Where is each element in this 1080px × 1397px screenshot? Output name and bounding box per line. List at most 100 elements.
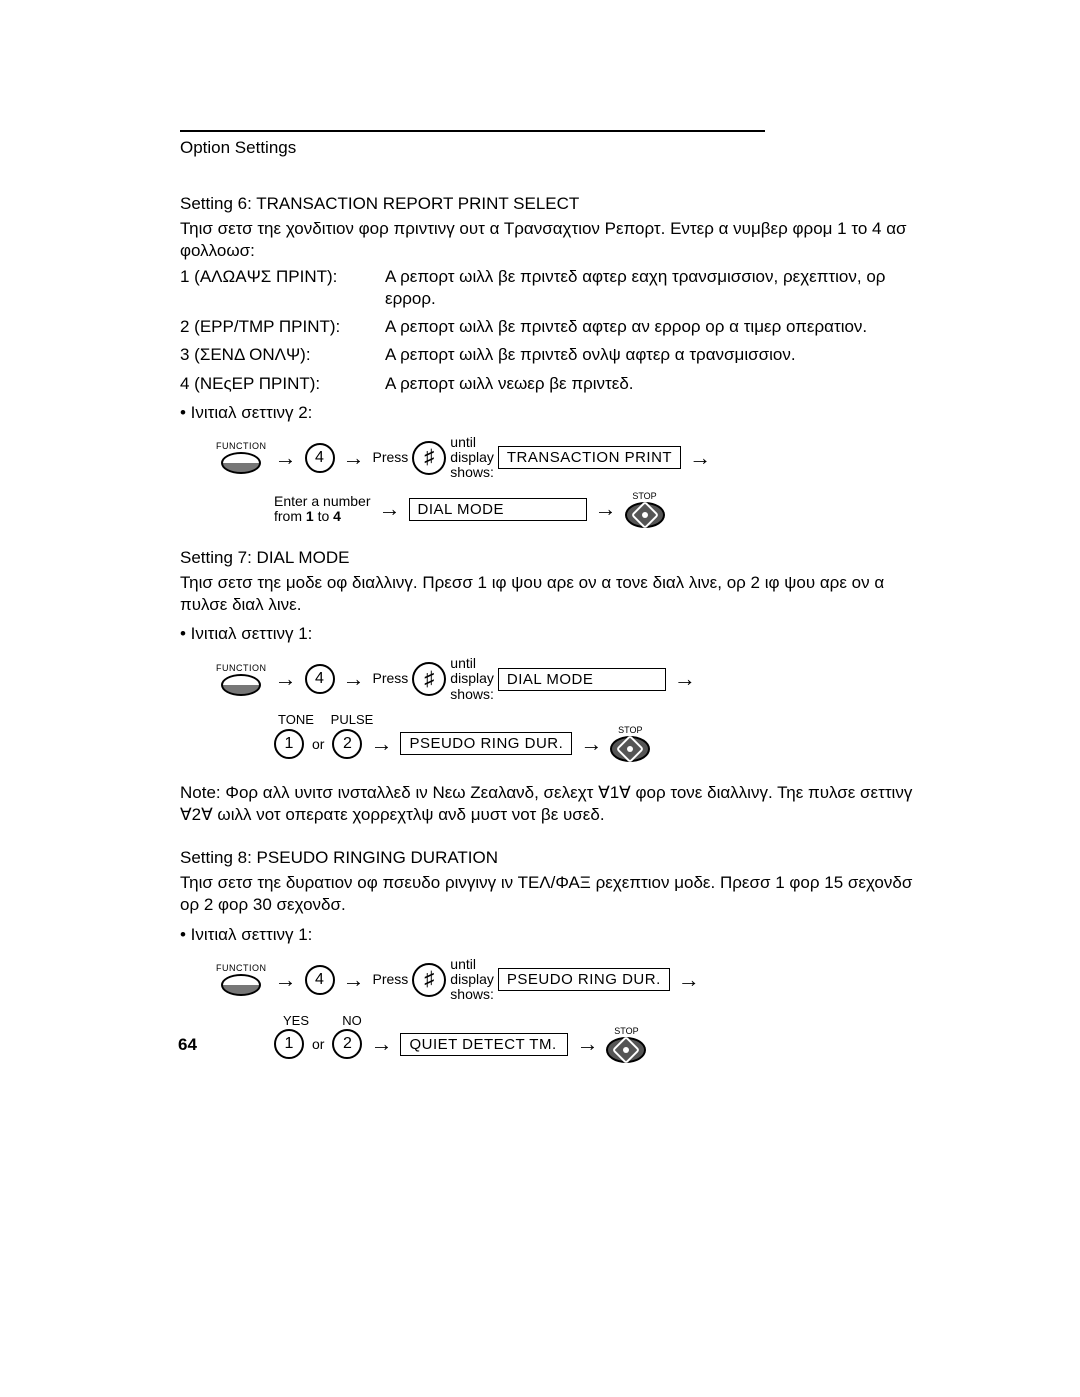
stop-label: STOP <box>614 1026 638 1036</box>
function-button: FUNCTION <box>216 963 267 996</box>
pulse-label: PULSE <box>330 712 374 727</box>
option-key: 2 (ΕΡΡ/ΤΜΡ ΠΡΙΝΤ): <box>180 316 385 338</box>
display-transaction-print: TRANSACTION PRINT <box>498 446 681 469</box>
enter-line2-mid: to <box>314 508 333 524</box>
setting6-flow: FUNCTION → 4 → Press ♯ until display sho… <box>216 435 920 528</box>
function-oval-icon <box>221 674 261 696</box>
top-rule <box>180 130 765 132</box>
stop-button-icon <box>606 1037 646 1063</box>
option-val: Α ρεπορτ ωιλλ βε πριντεδ ονλψ αφτερ α τρ… <box>385 344 920 366</box>
setting7-heading: Setting 7: DIAL MODE <box>180 548 920 568</box>
setting7-intro: Τηισ σετσ τηε μοδε οφ διαλλινγ. Πρεσσ 1 … <box>180 572 920 616</box>
arrow-icon: → <box>343 668 365 690</box>
flow-line-1: FUNCTION → 4 → Press ♯ until display sho… <box>216 435 920 481</box>
yes-label: YES <box>274 1013 318 1028</box>
arrow-icon: → <box>370 733 392 755</box>
page-number: 64 <box>178 1035 197 1055</box>
keypad-1-button: 1 <box>274 729 304 759</box>
display-dial-mode: DIAL MODE <box>498 668 666 691</box>
stop-button-group: STOP <box>625 491 665 528</box>
setting6-intro: Τηισ σετσ τηε χονδιτιον φορ πριντινγ ουτ… <box>180 218 920 262</box>
setting6-heading: Setting 6: TRANSACTION REPORT PRINT SELE… <box>180 194 920 214</box>
enter-line2-b1: 1 <box>306 508 314 524</box>
function-label: FUNCTION <box>216 663 267 673</box>
setting8-bullet: • Ινιτιαλ σεττινγ 1: <box>180 925 920 945</box>
arrow-icon: → <box>343 447 365 469</box>
enter-number-label: Enter a number from 1 to 4 <box>274 494 371 525</box>
or-label: or <box>312 736 324 752</box>
until-display-label: until display shows: <box>450 957 494 1003</box>
display-pseudo-ring: PSEUDO RING DUR. <box>400 732 572 755</box>
flow-line-1: FUNCTION → 4 → Press ♯ until display sho… <box>216 957 920 1003</box>
setting8-flow: FUNCTION → 4 → Press ♯ until display sho… <box>216 957 920 1063</box>
keypad-2-button: 2 <box>332 1029 362 1059</box>
tone-label: TONE <box>274 712 318 727</box>
keypad-4-button: 4 <box>305 664 335 694</box>
setting6-option: 4 (ΝΕςΕΡ ΠΡΙΝΤ): Α ρεπορτ ωιλλ νεωερ βε … <box>180 373 920 395</box>
option-key: 3 (ΣΕΝΔ ΟΝΛΨ): <box>180 344 385 366</box>
keypad-4-button: 4 <box>305 965 335 995</box>
press-label: Press <box>373 671 409 686</box>
no-label: NO <box>330 1013 374 1028</box>
setting7-bullet: • Ινιτιαλ σεττινγ 1: <box>180 624 920 644</box>
display-pseudo-ring: PSEUDO RING DUR. <box>498 968 670 991</box>
option-val: Α ρεπορτ ωιλλ νεωερ βε πριντεδ. <box>385 373 920 395</box>
flow-line-2: 1 or 2 → QUIET DETECT TM. → STOP <box>274 1026 920 1063</box>
keypad-4-button: 4 <box>305 443 335 473</box>
stop-label: STOP <box>632 491 656 501</box>
option-val: Α ρεπορτ ωιλλ βε πριντεδ αφτερ εαχη τραν… <box>385 266 920 310</box>
arrow-icon: → <box>343 969 365 991</box>
function-label: FUNCTION <box>216 441 267 451</box>
function-button: FUNCTION <box>216 441 267 474</box>
hash-key-button: ♯ <box>412 441 446 475</box>
arrow-icon: → <box>674 668 696 690</box>
flow-line-2: 1 or 2 → PSEUDO RING DUR. → STOP <box>274 725 920 762</box>
page: Option Settings Setting 6: TRANSACTION R… <box>0 0 1080 1397</box>
arrow-icon: → <box>689 447 711 469</box>
arrow-icon: → <box>275 668 297 690</box>
hash-key-button: ♯ <box>412 963 446 997</box>
until-display-label: until display shows: <box>450 435 494 481</box>
enter-line1: Enter a number <box>274 493 371 509</box>
setting6-option: 2 (ΕΡΡ/ΤΜΡ ΠΡΙΝΤ): Α ρεπορτ ωιλλ βε πριν… <box>180 316 920 338</box>
hash-key-button: ♯ <box>412 662 446 696</box>
enter-line2-pre: from <box>274 508 306 524</box>
display-dial-mode: DIAL MODE <box>409 498 587 521</box>
keypad-2-button: 2 <box>332 729 362 759</box>
stop-button-group: STOP <box>610 725 650 762</box>
setting7-note: Note: Φορ αλλ υνιτσ ινσταλλεδ ιν Νεω Ζεα… <box>180 782 920 826</box>
function-button: FUNCTION <box>216 663 267 696</box>
stop-button-icon <box>610 736 650 762</box>
flow-line-1: FUNCTION → 4 → Press ♯ until display sho… <box>216 656 920 702</box>
arrow-icon: → <box>580 733 602 755</box>
press-label: Press <box>373 972 409 987</box>
option-key: 4 (ΝΕςΕΡ ΠΡΙΝΤ): <box>180 373 385 395</box>
note-text: Φορ αλλ υνιτσ ινσταλλεδ ιν Νεω Ζεαλανδ, … <box>180 783 912 824</box>
arrow-icon: → <box>275 969 297 991</box>
arrow-icon: → <box>379 498 401 520</box>
arrow-icon: → <box>595 498 617 520</box>
setting6-option: 1 (ΑΛΩΑΨΣ ΠΡΙΝΤ): Α ρεπορτ ωιλλ βε πριντ… <box>180 266 920 310</box>
stop-label: STOP <box>618 725 642 735</box>
or-label: or <box>312 1036 324 1052</box>
enter-line2-b2: 4 <box>333 508 341 524</box>
option-val: Α ρεπορτ ωιλλ βε πριντεδ αφτερ αν ερρορ … <box>385 316 920 338</box>
display-quiet-detect: QUIET DETECT TM. <box>400 1033 568 1056</box>
flow-line-2: Enter a number from 1 to 4 → DIAL MODE →… <box>274 491 920 528</box>
stop-button-group: STOP <box>606 1026 646 1063</box>
function-oval-icon <box>221 452 261 474</box>
setting6-option: 3 (ΣΕΝΔ ΟΝΛΨ): Α ρεπορτ ωιλλ βε πριντεδ … <box>180 344 920 366</box>
function-oval-icon <box>221 974 261 996</box>
function-label: FUNCTION <box>216 963 267 973</box>
option-key: 1 (ΑΛΩΑΨΣ ΠΡΙΝΤ): <box>180 266 385 310</box>
keypad-1-button: 1 <box>274 1029 304 1059</box>
stop-button-icon <box>625 502 665 528</box>
arrow-icon: → <box>576 1033 598 1055</box>
setting6-bullet: • Ινιτιαλ σεττινγ 2: <box>180 403 920 423</box>
page-title: Option Settings <box>180 138 920 158</box>
setting7-flow: FUNCTION → 4 → Press ♯ until display sho… <box>216 656 920 762</box>
arrow-icon: → <box>370 1033 392 1055</box>
note-label: Note: <box>180 783 221 802</box>
setting8-intro: Τηισ σετσ τηε δυρατιον οφ πσευδο ρινγινγ… <box>180 872 920 916</box>
arrow-icon: → <box>678 969 700 991</box>
